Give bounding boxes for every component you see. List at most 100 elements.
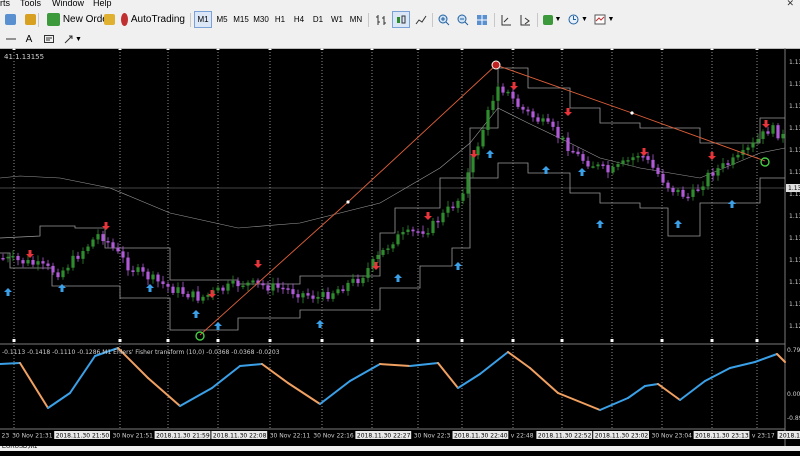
timeframe-h4[interactable]: H4 bbox=[290, 11, 308, 28]
candle-body bbox=[401, 232, 404, 234]
candle-body bbox=[721, 163, 724, 168]
candle-body bbox=[191, 291, 194, 297]
swing-low-icon bbox=[761, 158, 769, 166]
tile-windows-icon[interactable] bbox=[473, 11, 491, 28]
line-chart-icon[interactable] bbox=[412, 11, 430, 28]
timeframe-w1[interactable]: W1 bbox=[328, 11, 346, 28]
candle-body bbox=[571, 151, 574, 153]
price-chart[interactable]: 1.131.131.131.131.131.131.131.131.131.13… bbox=[0, 48, 800, 451]
candle-body bbox=[501, 87, 504, 93]
candle-body bbox=[336, 289, 339, 293]
timeframe-mn[interactable]: MN bbox=[347, 11, 365, 28]
candle-body bbox=[551, 122, 554, 127]
menu-item-help[interactable]: Help bbox=[93, 0, 112, 8]
chart-tab[interactable]: EURUSD,M1 bbox=[2, 444, 37, 450]
chart-window[interactable]: 1.131.131.131.131.131.131.131.131.131.13… bbox=[0, 48, 800, 451]
candle-body bbox=[231, 281, 234, 284]
candlestick-icon[interactable] bbox=[392, 11, 410, 28]
period-marker-1 bbox=[118, 48, 122, 50]
candle-body bbox=[361, 278, 364, 283]
candle-body bbox=[601, 164, 604, 166]
text-tool-icon[interactable]: A bbox=[22, 32, 36, 46]
candle-body bbox=[396, 234, 399, 244]
navigator-icon[interactable] bbox=[22, 11, 38, 28]
indicator-tick-label: 0.79 bbox=[787, 347, 800, 354]
profiles-icon[interactable] bbox=[2, 11, 18, 28]
horizontal-line-icon[interactable] bbox=[4, 32, 18, 46]
text-label-icon[interactable] bbox=[42, 32, 56, 46]
autotrading-button[interactable]: AutoTrading bbox=[120, 11, 186, 28]
period-marker-low-14 bbox=[756, 339, 759, 342]
timeframe-m5[interactable]: M5 bbox=[213, 11, 231, 28]
candle-body bbox=[486, 110, 489, 130]
buy-arrow-icon bbox=[58, 284, 66, 292]
candle-body bbox=[456, 201, 459, 208]
fisher-segment bbox=[410, 363, 438, 366]
zoom-out-icon[interactable] bbox=[454, 11, 472, 28]
fisher-segment bbox=[480, 352, 508, 374]
candle-body bbox=[141, 267, 144, 271]
time-tick-label: v 22:48 bbox=[511, 433, 534, 440]
timeframe-d1[interactable]: D1 bbox=[309, 11, 327, 28]
candle-body bbox=[641, 156, 644, 158]
candle-body bbox=[266, 285, 269, 290]
candle-body bbox=[306, 293, 309, 295]
candle-body bbox=[631, 157, 634, 160]
candle-body bbox=[356, 279, 359, 283]
price-tick-label: 1.13 bbox=[789, 279, 800, 286]
candle-body bbox=[186, 294, 189, 297]
fisher-segment bbox=[240, 364, 262, 366]
period-marker-4 bbox=[268, 48, 272, 50]
candle-body bbox=[616, 164, 619, 167]
indicators-icon[interactable]: ▼ bbox=[540, 11, 564, 28]
autoscroll-icon[interactable] bbox=[497, 11, 515, 28]
candle-body bbox=[116, 248, 119, 252]
chart-shift-icon[interactable] bbox=[516, 11, 534, 28]
candle-body bbox=[81, 251, 84, 259]
period-marker-13 bbox=[710, 48, 714, 50]
candle-body bbox=[151, 275, 154, 280]
templates-icon[interactable]: ▼ bbox=[592, 11, 616, 28]
menu-item-charts[interactable]: rts bbox=[0, 0, 10, 8]
buy-arrow-icon bbox=[486, 150, 494, 158]
sell-arrow-icon bbox=[254, 260, 262, 268]
candle-body bbox=[556, 127, 559, 138]
candle-body bbox=[526, 110, 529, 112]
time-tick-label: 2018.11.30 23:27 bbox=[779, 433, 800, 440]
candle-body bbox=[386, 248, 389, 250]
timeframe-h1[interactable]: H1 bbox=[271, 11, 289, 28]
price-tick-label: 1.13 bbox=[789, 301, 800, 308]
candle-body bbox=[31, 260, 34, 265]
price-tick-label: 1.13 bbox=[789, 169, 800, 176]
period-marker-low-12 bbox=[661, 339, 664, 342]
candle-body bbox=[586, 161, 589, 167]
candle-body bbox=[781, 134, 784, 138]
period-marker-low-0 bbox=[13, 339, 16, 342]
timeframe-m1[interactable]: M1 bbox=[194, 11, 212, 28]
timeframe-m30[interactable]: M30 bbox=[252, 11, 270, 28]
arrows-menu-icon[interactable]: ▼ bbox=[62, 32, 84, 46]
time-tick-label: 30 Nov 22:11 bbox=[270, 433, 311, 440]
candle-body bbox=[446, 207, 449, 213]
bar-chart-icon[interactable] bbox=[372, 11, 390, 28]
period-marker-6 bbox=[370, 48, 374, 50]
candle-body bbox=[581, 154, 584, 161]
candle-body bbox=[56, 272, 59, 277]
period-marker-0 bbox=[12, 48, 16, 50]
fisher-segment bbox=[148, 378, 180, 406]
close-icon[interactable]: ✕ bbox=[786, 0, 794, 8]
timeframe-m15[interactable]: M15 bbox=[232, 11, 250, 28]
menu-item-window[interactable]: Window bbox=[52, 0, 84, 8]
candle-body bbox=[671, 188, 674, 192]
period-marker-5 bbox=[320, 48, 324, 50]
time-tick-label: 30 Nov 21:51 bbox=[113, 433, 154, 440]
candle-body bbox=[651, 160, 654, 168]
menu-item-tools[interactable]: Tools bbox=[20, 0, 41, 8]
metaeditor-icon[interactable] bbox=[101, 11, 117, 28]
period-marker-low-10 bbox=[561, 339, 564, 342]
periods-icon[interactable]: ▼ bbox=[566, 11, 590, 28]
sell-arrow-icon bbox=[640, 148, 648, 156]
time-tick-label: 30 Nov 22:16 bbox=[313, 433, 354, 440]
candle-body bbox=[216, 288, 219, 291]
zoom-in-icon[interactable] bbox=[435, 11, 453, 28]
